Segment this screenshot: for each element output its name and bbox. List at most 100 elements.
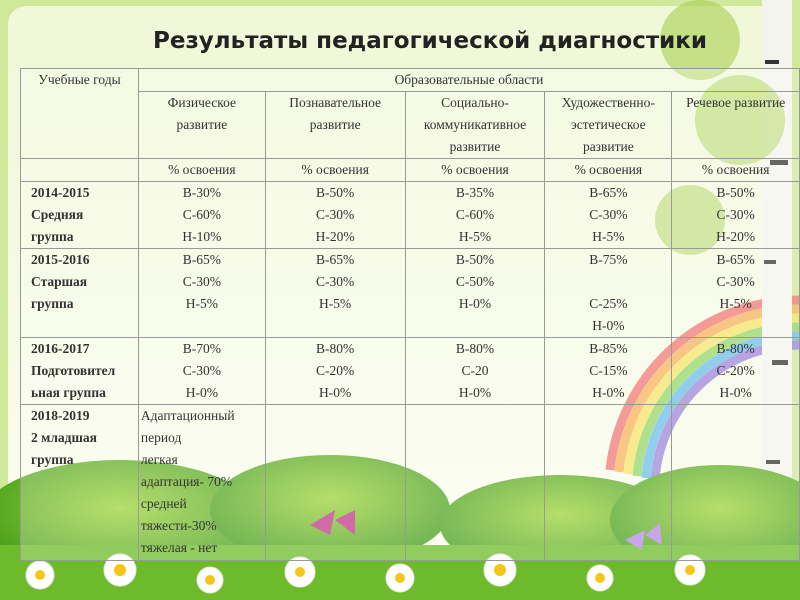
cell-line: период — [140, 430, 182, 445]
cell-line: Н-20% — [315, 229, 355, 244]
cell-line: В-75% — [589, 252, 628, 267]
cell-line: С-30% — [589, 207, 628, 222]
header-cell: Образовательные области — [137, 68, 800, 92]
unit-cell: % освоения — [137, 158, 266, 182]
header-row: % освоения% освоения% освоения% освоения… — [20, 158, 800, 182]
cell-line: В-65% — [182, 252, 221, 267]
data-row: 2015-2016 Старшая группа В-65% С-30% Н-5% В-65… — [20, 248, 800, 338]
value-cell: В-65% С-30% Н-5% — [137, 248, 266, 338]
cell-line: С-60% — [455, 207, 495, 222]
cell-line: С-50% — [455, 274, 495, 289]
cell-line: Н-5% — [319, 296, 352, 311]
value-cell — [671, 404, 800, 561]
cell-line: С-30% — [316, 207, 355, 222]
value-cell — [264, 404, 406, 561]
unit-cell: % освоения — [671, 158, 800, 182]
unit-cell: % освоения — [264, 158, 406, 182]
cell-line: средней — [140, 496, 187, 511]
cell-line: С-20 — [461, 363, 489, 378]
title: Результаты педагогической диагностики — [152, 28, 707, 54]
value-cell — [404, 404, 546, 561]
cell-line: Н-0% — [592, 318, 625, 333]
cell-line: Н-5% — [185, 296, 218, 311]
cell-line: В-50% — [716, 185, 755, 200]
header-cell: Учебные годы — [20, 68, 139, 159]
cell-line: Н-0% — [458, 385, 492, 400]
year-line: 2016-2017 — [31, 341, 90, 356]
year-line: группа — [31, 229, 74, 244]
value-cell: В-80% С-20% Н-0% — [671, 337, 800, 405]
cell-line: Н-0% — [185, 385, 218, 400]
cell-line: С-30% — [716, 207, 755, 222]
year-cell: 2016-2017 Подготовител ьная группа — [20, 337, 139, 405]
cell-line: С-60% — [182, 207, 221, 222]
cell-line: тяжелая - нет — [140, 540, 218, 555]
value-cell — [544, 404, 673, 561]
value-cell: В-50% С-50% Н-0% — [404, 248, 546, 338]
value-cell: В-70% С-30% Н-0% — [137, 337, 266, 405]
cell-line: В-35% — [455, 185, 495, 200]
area-cell: Физическое развитие — [137, 91, 266, 159]
area-cell: Социально-коммуникативное развитие — [404, 91, 546, 159]
value-cell: В-50% С-30% Н-20% — [264, 181, 406, 249]
header-row: Учебные годы Образовательные области — [20, 68, 800, 159]
value-cell: В-65% С-30% Н-5% — [544, 181, 673, 249]
cell-line: В-65% — [589, 185, 628, 200]
cell-line: В-70% — [182, 341, 221, 356]
cell-line: Н-0% — [592, 385, 625, 400]
value-cell: В-35% С-60% Н-5% — [404, 181, 546, 249]
empty-cell — [20, 158, 139, 182]
cell-line: Н-0% — [458, 296, 492, 311]
cell-line: В-80% — [316, 341, 355, 356]
cell-line: В-65% — [716, 252, 755, 267]
value-cell: В-80% С-20 Н-0% — [404, 337, 546, 405]
value-cell: В-30% С-60% Н-10% — [137, 181, 266, 249]
year-line: 2018-2019 — [31, 408, 90, 423]
cell-line: С-30% — [182, 274, 221, 289]
cell-line: Адаптационный — [140, 408, 235, 423]
value-cell: В-65% С-30% Н-5% — [264, 248, 406, 338]
cell-line: Н-0% — [319, 385, 352, 400]
cell-line: С-30% — [316, 274, 355, 289]
year-cell: 2014-2015 Средняя группа — [20, 181, 139, 249]
value-cell: Адаптационный период легкая адаптация- 70% с… — [137, 404, 266, 561]
cell-line: С-20% — [316, 363, 355, 378]
cell-line: Н-10% — [182, 229, 222, 244]
data-row: 2016-2017 Подготовител ьная группа В-70% С-3… — [20, 337, 800, 405]
cell-line: С-20% — [716, 363, 755, 378]
value-cell: В-85% С-15% Н-0% — [544, 337, 673, 405]
cell-line: легкая — [140, 452, 178, 467]
year-line: группа — [31, 296, 74, 311]
cell-line: В-65% — [316, 252, 355, 267]
value-cell: В-75% С-25% Н-0% — [544, 248, 673, 338]
cell-line: Н-20% — [716, 229, 756, 244]
cell-line: В-50% — [316, 185, 355, 200]
cell-line: С-25% — [589, 296, 628, 311]
unit-cell: % освоения — [544, 158, 673, 182]
cell-line: В-80% — [716, 341, 755, 356]
year-cell: 2015-2016 Старшая группа — [20, 248, 139, 338]
cell-line: В-30% — [182, 185, 221, 200]
area-cell: Речевое развитие — [671, 91, 800, 159]
year-line: Средняя — [31, 207, 84, 222]
cell-line: С-30% — [716, 274, 755, 289]
results-table: Учебные годы Образовательные области Физич… — [20, 68, 800, 561]
year-cell: 2018-2019 2 младшая группа — [20, 404, 139, 561]
value-cell: В-65% С-30% Н-5% — [671, 248, 800, 338]
data-row: 2018-2019 2 младшая группа Адаптационный пер… — [20, 404, 800, 561]
cell-line: В-50% — [455, 252, 495, 267]
cell-line: адаптация- 70% — [140, 474, 233, 489]
year-line: Старшая — [31, 274, 88, 289]
value-cell: В-50% С-30% Н-20% — [671, 181, 800, 249]
cell-line: Н-5% — [719, 296, 752, 311]
year-line: ьная группа — [31, 385, 106, 400]
year-line: Подготовител — [31, 363, 116, 378]
cell-line: Н-5% — [592, 229, 625, 244]
cell-line: Н-0% — [719, 385, 752, 400]
cell-line: С-15% — [589, 363, 628, 378]
cell-line: В-85% — [589, 341, 628, 356]
area-cell: Художественно-эстетическое развитие — [544, 91, 673, 159]
cell-line: тяжести-30% — [140, 518, 217, 533]
unit-cell: % освоения — [404, 158, 546, 182]
